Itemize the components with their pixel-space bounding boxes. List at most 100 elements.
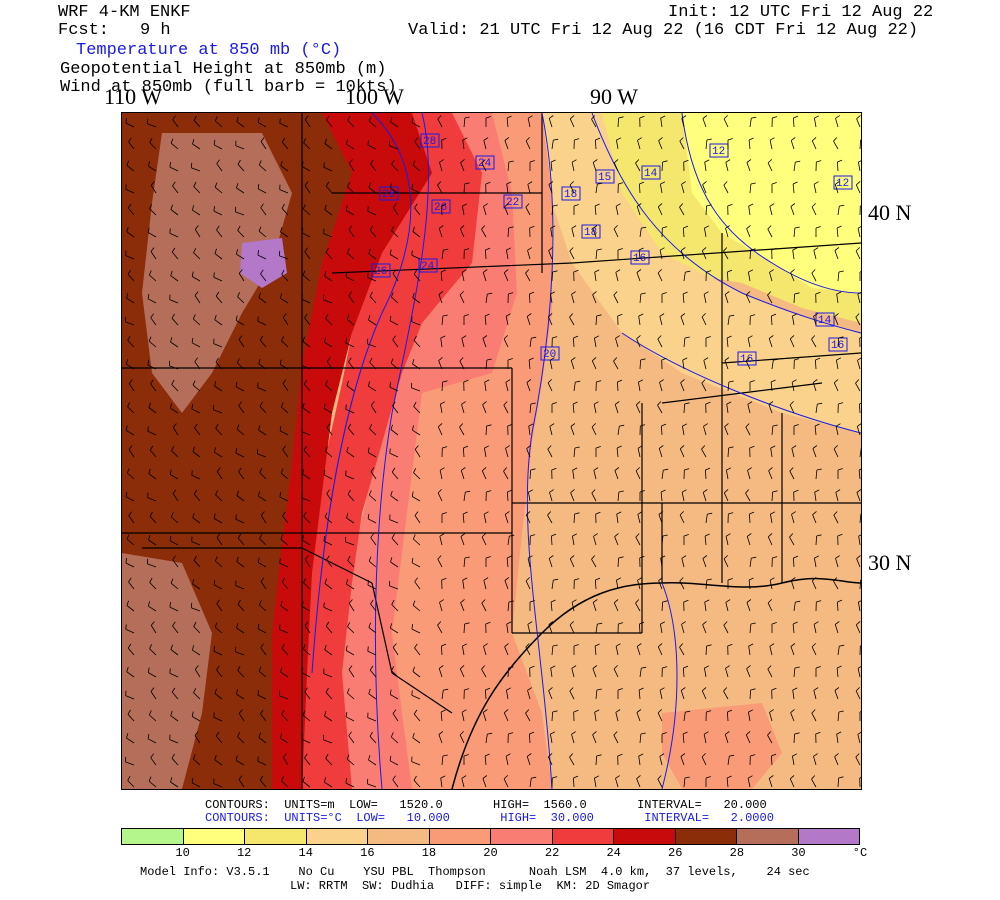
wind-barb-shaft <box>549 492 553 502</box>
wind-barb-shaft <box>659 756 663 766</box>
wind-barb-shaft <box>748 712 751 722</box>
svg-text:14: 14 <box>644 168 658 180</box>
wind-barb-flag <box>412 160 416 166</box>
wind-barb-shaft <box>504 646 509 656</box>
wind-barb-flag <box>594 643 600 647</box>
wind-barb-shaft <box>636 206 641 216</box>
wind-barb-flag <box>549 489 554 493</box>
wind-barb-shaft <box>526 448 531 458</box>
wind-barb-shaft <box>683 227 685 238</box>
wind-barb-shaft <box>857 294 861 304</box>
wind-barb-flag <box>170 710 173 716</box>
wind-barb-flag <box>573 269 579 273</box>
wind-barb-shaft <box>525 580 531 590</box>
wind-barb-flag <box>236 623 239 629</box>
wind-barb-shaft <box>147 563 157 568</box>
wind-barb-shaft <box>549 360 553 370</box>
temperature-contour-info: CONTOURS: UNITS=°C LOW= 10.000 HIGH= 30.… <box>205 811 774 825</box>
wind-barb-flag <box>838 776 844 779</box>
wind-barb-shaft <box>701 756 707 766</box>
wind-barb-shaft <box>280 231 289 238</box>
wind-barb-shaft <box>727 756 730 766</box>
temperature-map: 28 24 22 28 26 18 15 14 12 12 18 16 26 2… <box>121 112 862 790</box>
wind-barb-shaft <box>147 497 157 502</box>
wind-barb-shaft <box>573 513 575 524</box>
wind-barb-flag <box>614 467 620 471</box>
wind-barb-flag <box>639 115 645 119</box>
wind-barb-shaft <box>259 339 267 348</box>
wind-barb-shaft <box>169 606 179 612</box>
wind-barb-shaft <box>485 734 488 744</box>
wind-barb-shaft <box>723 624 729 634</box>
wind-barb-shaft <box>748 579 751 590</box>
contour-label-11: 18 <box>581 224 601 239</box>
wind-barb-shaft <box>505 316 509 326</box>
wind-barb-flag <box>281 643 285 649</box>
wind-barb-flag <box>552 644 558 647</box>
wind-barb-flag <box>257 756 259 762</box>
wind-barb-flag <box>748 577 754 581</box>
wind-barb-shaft <box>369 296 377 304</box>
wind-barb-shaft <box>213 343 223 348</box>
wind-barb-flag <box>126 534 130 540</box>
wind-barb-flag <box>814 423 820 427</box>
wind-barb-shaft <box>347 626 355 634</box>
wind-barb-flag <box>591 115 596 120</box>
wind-barb-flag <box>662 534 668 537</box>
wind-barb-flag <box>772 116 778 119</box>
wind-barb-flag <box>125 118 127 124</box>
wind-barb-shaft <box>390 254 399 260</box>
wind-barb-shaft <box>484 315 487 326</box>
wind-barb-shaft <box>325 692 333 700</box>
wind-barb-flag <box>461 335 467 339</box>
wind-barb-shaft <box>150 251 157 260</box>
wind-barb-flag <box>839 204 845 207</box>
wind-barb-shaft <box>594 645 597 656</box>
wind-barb-flag <box>170 337 173 343</box>
wind-barb-shaft <box>837 161 839 172</box>
wind-barb-flag <box>813 313 818 317</box>
wind-barb-flag <box>811 643 816 648</box>
wind-barb-shaft <box>302 606 311 612</box>
wind-barb-flag <box>413 775 417 781</box>
wind-barb-flag <box>215 490 219 495</box>
wind-barb-shaft <box>391 164 399 172</box>
wind-barb-flag <box>484 753 490 757</box>
wind-barb-flag <box>684 776 690 779</box>
wind-barb-flag <box>591 423 596 428</box>
wind-barb-flag <box>552 204 558 207</box>
wind-barb-shaft <box>126 671 135 678</box>
wind-barb-flag <box>595 511 601 515</box>
wind-barb-flag <box>443 248 449 251</box>
wind-barb-shaft <box>440 271 443 282</box>
wind-barb-flag <box>834 621 840 625</box>
wind-barb-shaft <box>485 425 487 436</box>
wind-barb-flag <box>303 511 307 517</box>
wind-barb-flag <box>483 137 489 141</box>
wind-barb-flag <box>348 225 353 230</box>
wind-barb-shaft <box>237 736 245 744</box>
wind-barb-shaft <box>525 514 531 524</box>
wind-barb-flag <box>525 203 530 208</box>
wind-barb-flag <box>258 160 262 166</box>
wind-barb-shaft <box>767 295 773 304</box>
wind-barb-shaft <box>682 426 685 436</box>
wind-barb-shaft <box>302 341 311 348</box>
wind-barb-shaft <box>594 778 597 788</box>
wind-barb-shaft <box>324 649 333 656</box>
wind-barb-shaft <box>635 536 641 546</box>
wind-barb-shaft <box>148 340 157 348</box>
wind-barb-shaft <box>463 623 465 634</box>
wind-barb-shaft <box>260 515 267 524</box>
wind-barb-shaft <box>348 229 355 238</box>
wind-barb-shaft <box>280 364 289 370</box>
wind-barb-flag <box>637 577 642 581</box>
wind-barb-flag <box>281 709 285 715</box>
wind-barb-shaft <box>613 602 619 612</box>
wind-barb-flag <box>811 335 816 340</box>
wind-barb-flag <box>815 731 821 735</box>
wind-barb-flag <box>279 425 282 431</box>
wind-barb-shaft <box>569 757 575 766</box>
wind-barb-shaft <box>325 252 333 260</box>
wind-barb-shaft <box>459 228 465 238</box>
